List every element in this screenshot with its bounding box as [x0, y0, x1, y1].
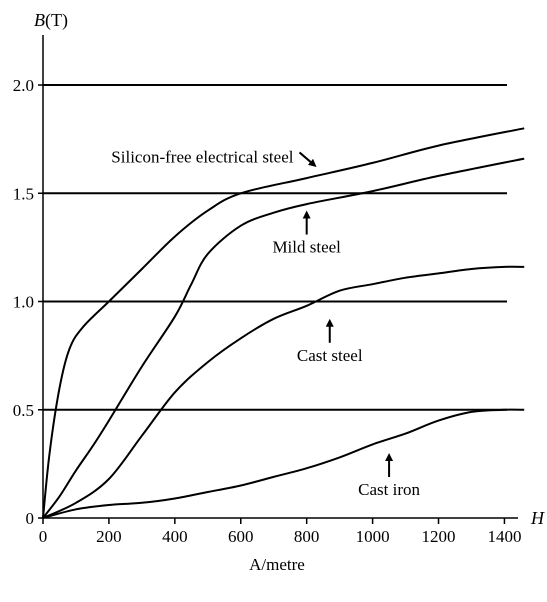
- x-tick-label: 800: [294, 527, 320, 546]
- y-tick-label: 1.0: [13, 293, 34, 312]
- gridlines: [43, 84, 507, 411]
- x-tick-label: 1000: [356, 527, 390, 546]
- annotation-label: Silicon-free electrical steel: [111, 147, 293, 166]
- x-axis-variable: H: [530, 508, 545, 528]
- y-tick-label: 0.5: [13, 401, 34, 420]
- x-tick-label: 600: [228, 527, 254, 546]
- axes: [42, 35, 518, 519]
- annotation-arrow: [298, 151, 317, 168]
- annotation-label: Cast iron: [358, 480, 420, 499]
- x-tick-label: 1400: [487, 527, 521, 546]
- series-line-cast-iron: [42, 408, 525, 519]
- annotation-label: Mild steel: [272, 238, 341, 257]
- y-tick-label: 2.0: [13, 76, 34, 95]
- annotation-label: Cast steel: [297, 346, 363, 365]
- x-tick-label: 200: [96, 527, 122, 546]
- y-tick-label: 1.5: [13, 184, 34, 203]
- x-tick-label: 0: [39, 527, 48, 546]
- y-tick-label: 0: [26, 509, 35, 528]
- series-line-cast-steel: [42, 265, 525, 519]
- x-axis-title: A/metre: [249, 555, 305, 574]
- annotations: Silicon-free electrical steel Mild steel C…: [111, 147, 420, 499]
- series-line-silicon-free-electrical-steel: [42, 127, 525, 519]
- x-tick-label: 400: [162, 527, 188, 546]
- x-ticks: 0 200 400 600 800 1000 1200 1400: [39, 518, 521, 546]
- x-tick-label: 1200: [422, 527, 456, 546]
- y-axis-title: B(T): [34, 10, 68, 31]
- y-ticks: 0 0.5 1.0 1.5 2.0: [13, 76, 43, 528]
- series-lines: [42, 127, 525, 519]
- series-line-mild-steel: [42, 157, 525, 519]
